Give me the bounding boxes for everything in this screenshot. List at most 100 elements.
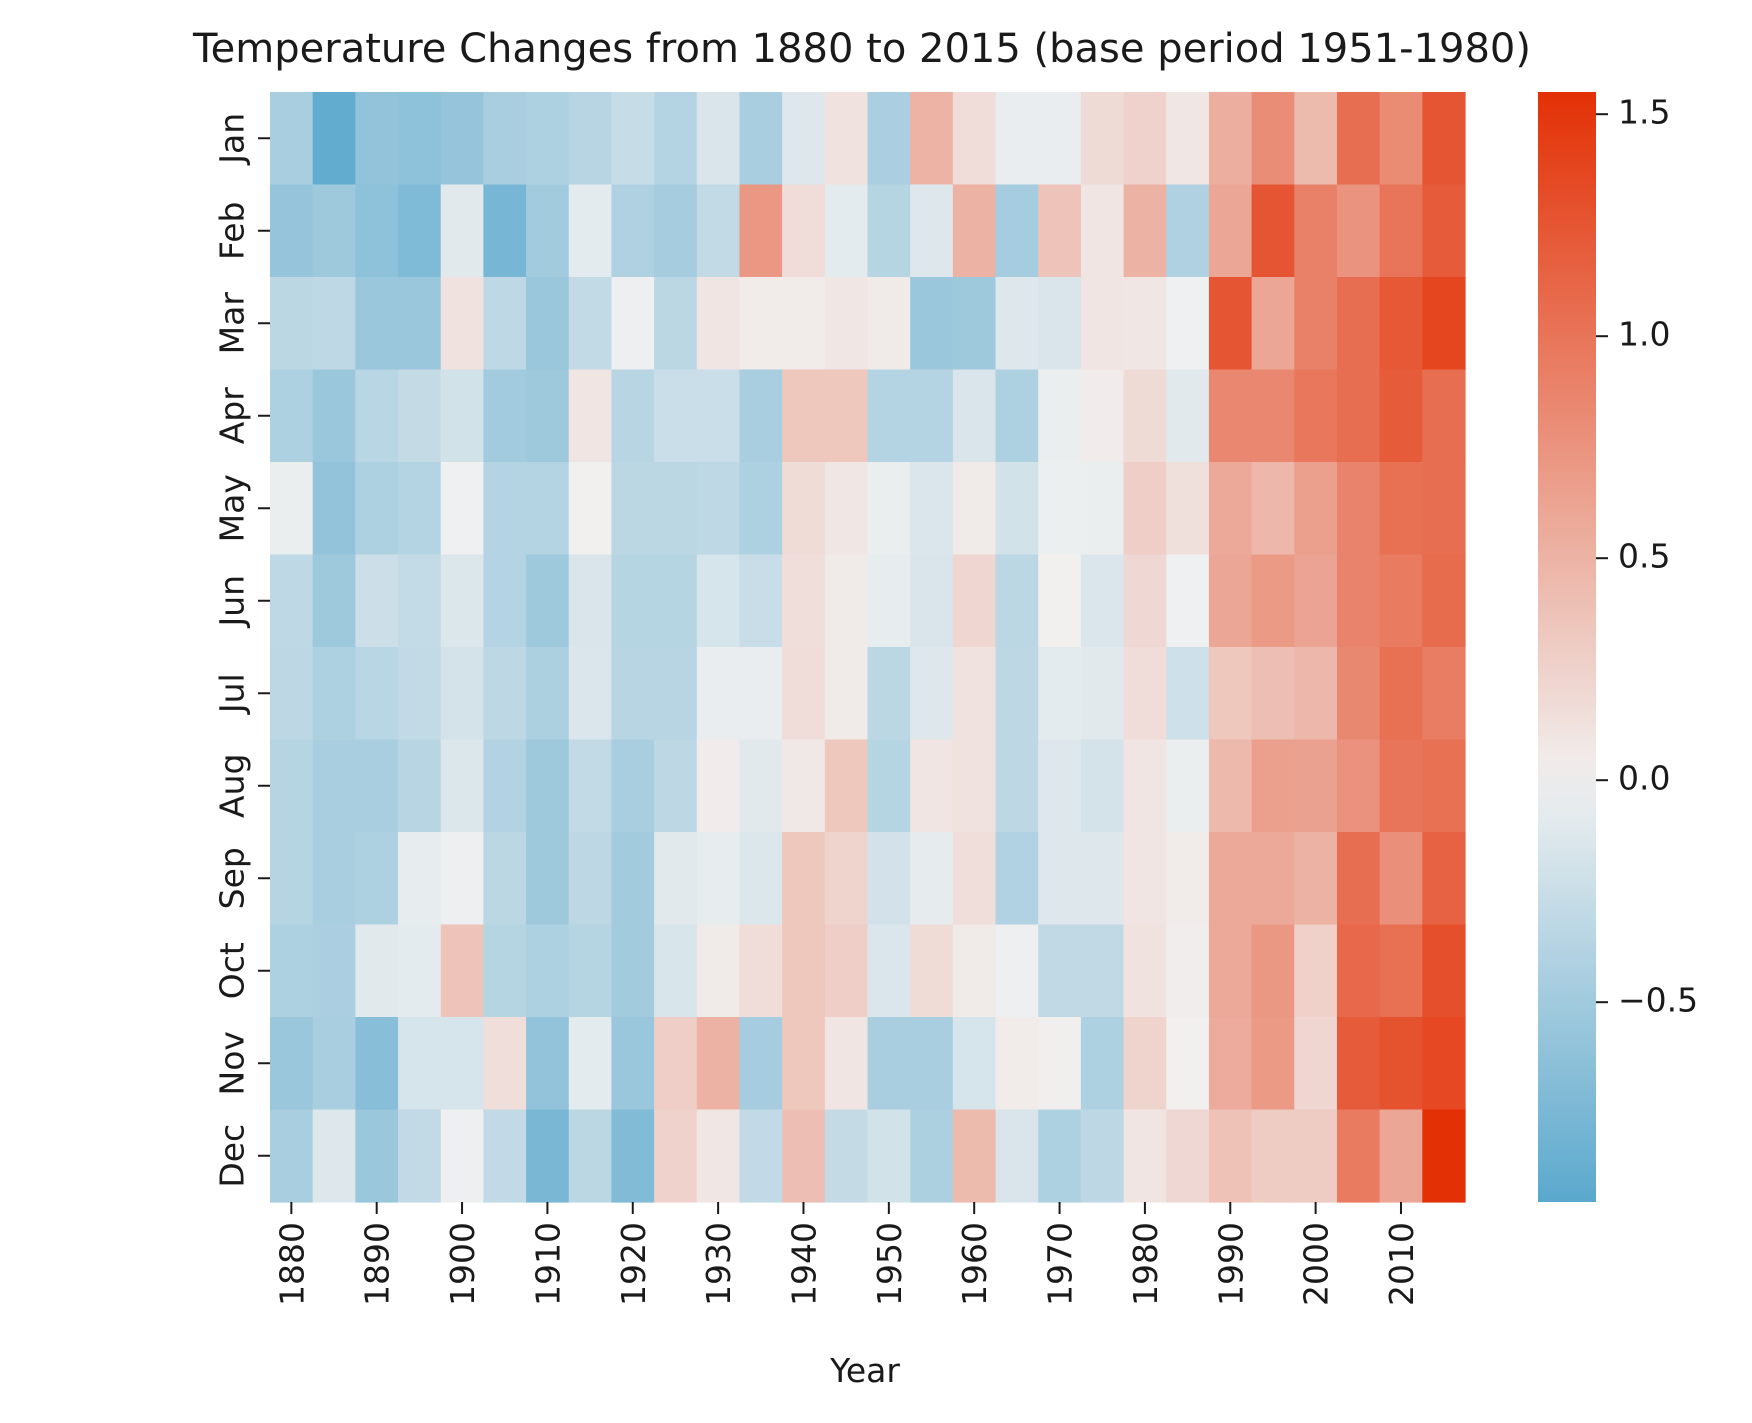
heatmap-cell <box>1166 832 1210 926</box>
heatmap-cell <box>739 1017 783 1111</box>
heatmap-cell <box>1166 184 1210 278</box>
heatmap-cell <box>910 1109 954 1203</box>
heatmap-cell <box>654 277 698 371</box>
heatmap-cell <box>526 832 570 926</box>
heatmap-cell <box>398 554 442 648</box>
heatmap-cell <box>1294 1017 1338 1111</box>
heatmap-cell <box>782 1109 826 1203</box>
y-tick-label: Oct <box>213 942 252 999</box>
heatmap-cell <box>867 924 911 1018</box>
y-axis: Jan Feb Mar Apr May Jun Jul Aug Sep Oct Nov Dec <box>213 113 270 1188</box>
heatmap-cell <box>867 462 911 556</box>
heatmap-cell <box>440 92 484 186</box>
heatmap-cell <box>910 739 954 833</box>
heatmap-cell <box>1336 924 1381 1018</box>
heatmap-cell <box>952 647 997 741</box>
heatmap-cell <box>270 832 314 926</box>
heatmap-cell <box>1038 92 1082 186</box>
heatmap-cell <box>568 184 613 278</box>
heatmap-cell <box>1294 369 1338 463</box>
heatmap-cell <box>1166 647 1210 741</box>
heatmap-cell <box>312 739 356 833</box>
heatmap-cell <box>1123 92 1167 186</box>
heatmap-cell <box>824 277 869 371</box>
heatmap-cell <box>568 739 613 833</box>
x-tick-label: 1900 <box>443 1222 482 1306</box>
heatmap-cell <box>696 739 741 833</box>
colorbar-tick-label: −0.5 <box>1618 981 1698 1020</box>
heatmap-cell <box>1422 554 1466 648</box>
heatmap-cell <box>1336 1017 1381 1111</box>
heatmap-cell <box>867 647 911 741</box>
heatmap-cell <box>910 92 954 186</box>
heatmap-cell <box>1379 554 1423 648</box>
heatmap-cell <box>355 369 399 463</box>
heatmap-cell <box>739 739 783 833</box>
heatmap-cell <box>1080 924 1125 1018</box>
heatmap-cell <box>1379 739 1423 833</box>
heatmap-cell <box>782 184 826 278</box>
heatmap-cell <box>1208 647 1253 741</box>
heatmap-cell <box>739 832 783 926</box>
heatmap-cell <box>483 1017 527 1111</box>
heatmap-cell <box>526 1017 570 1111</box>
x-tick-label: 1930 <box>699 1222 738 1306</box>
colorbar-axis: −0.5 0.0 0.5 1.0 1.5 <box>1596 93 1698 1020</box>
heatmap-cell <box>1294 277 1338 371</box>
heatmap-cell <box>1422 462 1466 556</box>
heatmap-cell <box>782 554 826 648</box>
heatmap-cell <box>270 462 314 556</box>
heatmap-cell <box>654 462 698 556</box>
heatmap-cell <box>952 277 997 371</box>
heatmap-cell <box>1251 647 1295 741</box>
heatmap-cell <box>1251 369 1295 463</box>
heatmap-cell <box>270 369 314 463</box>
heatmap-cell <box>398 1109 442 1203</box>
heatmap-cell <box>654 832 698 926</box>
heatmap-cell <box>696 1109 741 1203</box>
heatmap-cell <box>355 832 399 926</box>
heatmap-cell <box>910 462 954 556</box>
x-tick-label: 2000 <box>1297 1222 1336 1306</box>
heatmap-cell <box>910 277 954 371</box>
heatmap-cell <box>355 184 399 278</box>
heatmap-cell <box>995 924 1039 1018</box>
heatmap-cell <box>1294 1109 1338 1203</box>
heatmap-cell <box>1251 1109 1295 1203</box>
heatmap-cell <box>824 739 869 833</box>
heatmap-cell <box>995 554 1039 648</box>
heatmap-cell <box>1208 369 1253 463</box>
heatmap-cell <box>910 924 954 1018</box>
heatmap-cell <box>1080 277 1125 371</box>
heatmap-cell <box>654 554 698 648</box>
heatmap-cell <box>1379 92 1423 186</box>
heatmap-cell <box>1336 647 1381 741</box>
heatmap-cell <box>824 832 869 926</box>
heatmap-cell <box>867 277 911 371</box>
heatmap-cell <box>995 92 1039 186</box>
heatmap-cell <box>440 277 484 371</box>
heatmap-cell <box>696 92 741 186</box>
heatmap-cell <box>1038 369 1082 463</box>
heatmap-cell <box>1294 832 1338 926</box>
heatmap-cell <box>611 369 655 463</box>
heatmap-cell <box>1166 277 1210 371</box>
heatmap-cell <box>1166 924 1210 1018</box>
heatmap-cell <box>1251 462 1295 556</box>
heatmap-cell <box>1379 832 1423 926</box>
heatmap-cell <box>611 739 655 833</box>
heatmap-cell <box>440 184 484 278</box>
heatmap-cell <box>910 184 954 278</box>
heatmap-cell <box>312 369 356 463</box>
heatmap-cell <box>739 924 783 1018</box>
heatmap-cell <box>440 647 484 741</box>
y-tick-label: Apr <box>213 387 252 445</box>
heatmap-cell <box>398 1017 442 1111</box>
heatmap-cell <box>270 1017 314 1111</box>
heatmap-cell <box>1123 647 1167 741</box>
heatmap-cell <box>611 184 655 278</box>
heatmap-cell <box>739 1109 783 1203</box>
heatmap-cell <box>1123 277 1167 371</box>
heatmap-cell <box>483 369 527 463</box>
x-tick-label: 1990 <box>1211 1222 1250 1306</box>
